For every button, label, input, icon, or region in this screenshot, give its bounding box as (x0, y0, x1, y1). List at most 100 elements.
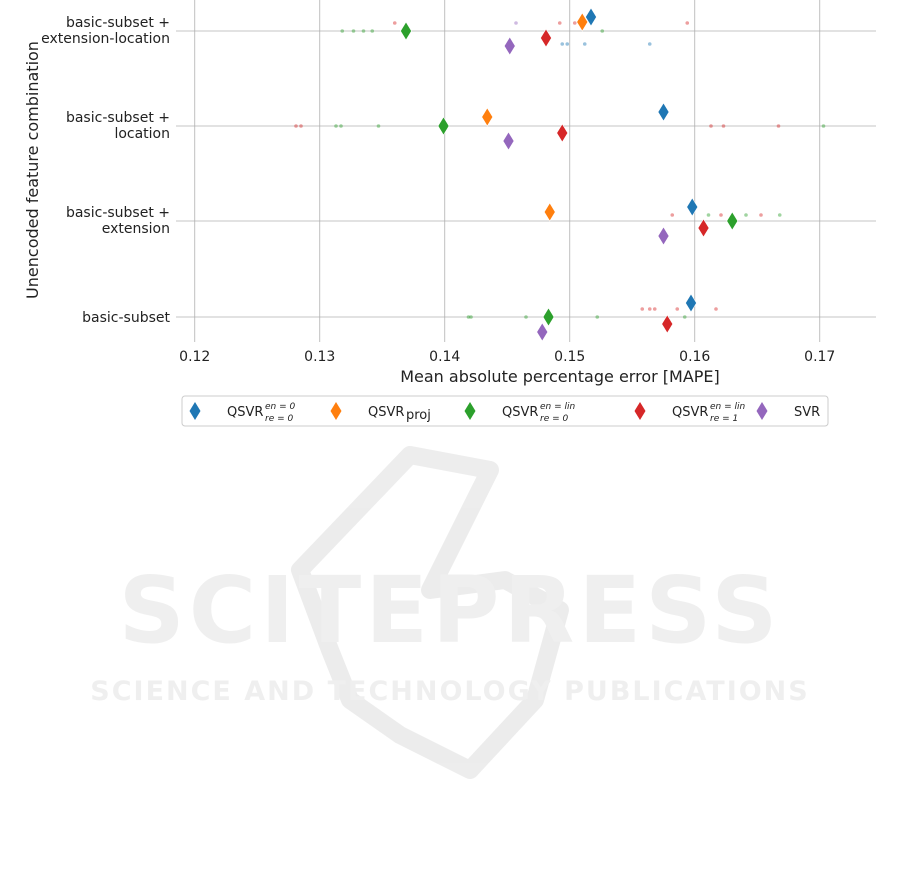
x-tick-label: 0.12 (179, 349, 210, 365)
legend-frame (181, 395, 829, 427)
run-point-qsvr_re0_en0 (647, 42, 652, 46)
run-point-qsvr_re1_enlin (572, 21, 577, 25)
mean-marker-qsvr_re0_en0 (686, 197, 699, 217)
mean-marker-qsvr_re0_en0 (685, 293, 697, 313)
x-axis-label: Mean absolute percentage error [MAPE] (400, 367, 720, 386)
run-point-qsvr_re1_enlin (709, 124, 713, 128)
mean-marker-qsvr_proj (576, 12, 589, 32)
run-point-qsvr_re1_enlin (652, 307, 657, 311)
legend-marker-qsvr_re1_enlin (634, 402, 646, 420)
legend-marker-qsvr_re0_enlin (464, 402, 476, 420)
x-tick-label: 0.14 (429, 349, 460, 365)
watermark-book-shape (291, 446, 569, 779)
run-point-qsvr_re0_enlin (370, 29, 375, 33)
x-tick-label: 0.17 (804, 349, 835, 365)
run-point-qsvr_re0_enlin (466, 315, 471, 319)
run-point-qsvr_re1_enlin (685, 21, 690, 25)
run-point-qsvr_re1_enlin (640, 307, 645, 311)
run-point-qsvr_re1_enlin (759, 213, 763, 217)
legend-sub-qsvr_re0_en0: re = 0 (265, 414, 294, 424)
mean-marker-qsvr_re1_enlin (697, 218, 710, 238)
mean-marker-qsvr_re1_enlin (556, 123, 569, 143)
run-point-qsvr_re0_enlin (744, 213, 748, 217)
legend-sub-qsvr_proj: proj (406, 408, 431, 423)
run-point-qsvr_re1_enlin (299, 124, 303, 128)
run-point-qsvr_re0_enlin (706, 213, 711, 217)
mean-marker-qsvr_re0_en0 (585, 7, 597, 27)
run-point-svr (514, 21, 518, 25)
y-category-label: basic-subset + (66, 205, 170, 221)
run-point-qsvr_re0_enlin (376, 124, 381, 128)
legend-sup-qsvr_re0_enlin: en = lin (540, 402, 576, 412)
run-point-qsvr_re0_enlin (600, 29, 605, 33)
mean-marker-qsvr_re0_enlin (542, 307, 555, 327)
run-points (294, 21, 826, 319)
y-axis-categories: basic-subset +extension-locationbasic-su… (41, 15, 170, 326)
run-point-qsvr_re1_enlin (670, 213, 675, 217)
run-point-qsvr_re0_enlin (469, 315, 473, 319)
mean-marker-qsvr_re1_enlin (661, 314, 674, 334)
x-tick-label: 0.16 (679, 349, 710, 365)
legend-sub-qsvr_re1_enlin: re = 1 (710, 414, 738, 424)
legend-marker-qsvr_proj (330, 402, 342, 420)
mean-marker-qsvr_re0_enlin (400, 21, 412, 41)
mean-marker-qsvr_re0_enlin (726, 211, 739, 231)
run-point-qsvr_re1_enlin (392, 21, 397, 25)
legend-label-svr: SVR (794, 405, 820, 420)
mean-marker-svr (502, 131, 515, 151)
y-category-label: basic-subset + (66, 110, 170, 126)
run-point-qsvr_re0_enlin (777, 213, 782, 217)
mean-marker-svr (657, 226, 670, 246)
legend-sup-qsvr_re0_en0: en = 0 (265, 402, 296, 412)
run-point-qsvr_re0_enlin (821, 124, 826, 128)
run-point-qsvr_re1_enlin (721, 124, 726, 128)
run-point-qsvr_re0_en0 (560, 42, 565, 46)
run-point-qsvr_re1_enlin (776, 124, 781, 128)
plot-area (176, 0, 876, 342)
run-point-qsvr_re0_enlin (340, 29, 345, 33)
mean-marker-svr (536, 322, 549, 342)
legend-sup-qsvr_re1_enlin: en = lin (710, 402, 746, 412)
y-category-label: location (114, 126, 170, 142)
run-point-qsvr_re0_enlin (334, 124, 338, 128)
run-point-qsvr_re0_en0 (582, 42, 587, 46)
run-point-qsvr_re1_enlin (675, 307, 680, 311)
x-axis-ticks: 0.12 0.13 0.14 0.15 0.16 0.17 (179, 349, 835, 365)
y-category-label: extension-location (41, 31, 170, 47)
run-point-qsvr_re1_enlin (294, 124, 298, 128)
run-point-qsvr_re0_enlin (682, 315, 687, 319)
legend-label-qsvr_re0_en0: QSVR (227, 405, 263, 420)
run-point-qsvr_re0_en0 (565, 42, 570, 46)
run-point-qsvr_re0_enlin (361, 29, 366, 33)
mean-markers (400, 7, 739, 342)
y-category-label: basic-subset (82, 310, 170, 326)
watermark: SCITEPRESS SCIENCE AND TECHNOLOGY PUBLIC… (90, 446, 809, 779)
y-category-label: basic-subset + (66, 15, 170, 31)
run-point-qsvr_re0_enlin (339, 124, 343, 128)
mean-marker-qsvr_re0_en0 (657, 102, 670, 122)
run-point-qsvr_re0_enlin (351, 29, 356, 33)
watermark-subtitle: SCIENCE AND TECHNOLOGY PUBLICATIONS (90, 676, 809, 707)
mean-marker-svr (503, 36, 516, 56)
legend-sub-qsvr_re0_enlin: re = 0 (540, 414, 569, 424)
watermark-title: SCITEPRESS (118, 557, 781, 664)
mean-marker-qsvr_re0_enlin (437, 116, 450, 136)
legend-marker-svr (756, 402, 768, 420)
mean-marker-qsvr_proj (543, 202, 556, 222)
run-point-qsvr_re0_enlin (595, 315, 600, 319)
x-tick-label: 0.13 (304, 349, 335, 365)
y-category-label: extension (102, 221, 170, 237)
run-point-qsvr_re1_enlin (557, 21, 562, 25)
legend-label-qsvr_re0_enlin: QSVR (502, 405, 538, 420)
mean-marker-qsvr_re1_enlin (540, 28, 552, 48)
legend-marker-qsvr_re0_en0 (189, 402, 201, 420)
run-point-qsvr_re0_enlin (524, 315, 528, 319)
run-point-qsvr_re1_enlin (714, 307, 718, 311)
y-axis-label: Unencoded feature combination (23, 41, 42, 299)
run-point-qsvr_re1_enlin (647, 307, 652, 311)
legend-label-qsvr_re1_enlin: QSVR (672, 405, 708, 420)
grid-lines (176, 0, 876, 342)
x-tick-label: 0.15 (554, 349, 585, 365)
